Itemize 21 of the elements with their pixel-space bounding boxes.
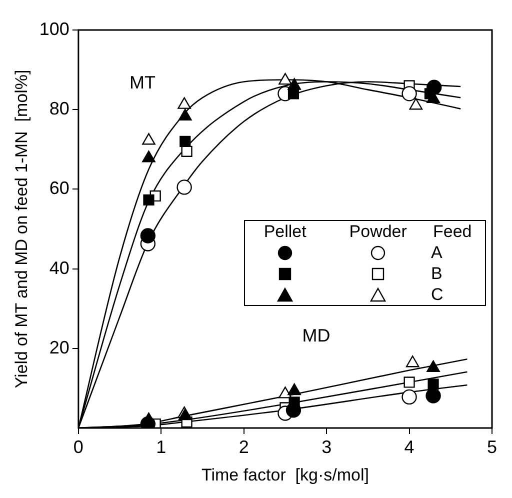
y-tick-label: 40 <box>49 258 70 278</box>
annotation: Powder <box>348 221 408 242</box>
annotation: MD <box>302 325 330 346</box>
y-tick-label: 100 <box>39 18 70 39</box>
annotation: C <box>431 284 444 306</box>
y-tick-label: 80 <box>49 98 70 119</box>
y-tick-label: 60 <box>49 178 70 198</box>
annotation: MT <box>130 72 156 93</box>
y-axis-title: Yield of MT and MD on feed 1-MN [mol%] <box>12 70 31 388</box>
x-tick-label: 2 <box>238 436 249 457</box>
x-axis-title: Time factor [kg·s/mol] <box>201 465 369 484</box>
x-tick-label: 1 <box>156 436 166 457</box>
x-tick-label: 0 <box>73 436 84 457</box>
annotation: Pellet <box>262 221 308 242</box>
x-tick-label: 3 <box>322 436 332 457</box>
x-tick-label: 5 <box>486 436 498 457</box>
x-tick-label: 4 <box>404 436 414 457</box>
y-tick-label: 20 <box>49 337 70 358</box>
annotation: Feed <box>432 221 473 242</box>
annotation: A <box>431 242 444 263</box>
annotation: B <box>431 263 444 284</box>
